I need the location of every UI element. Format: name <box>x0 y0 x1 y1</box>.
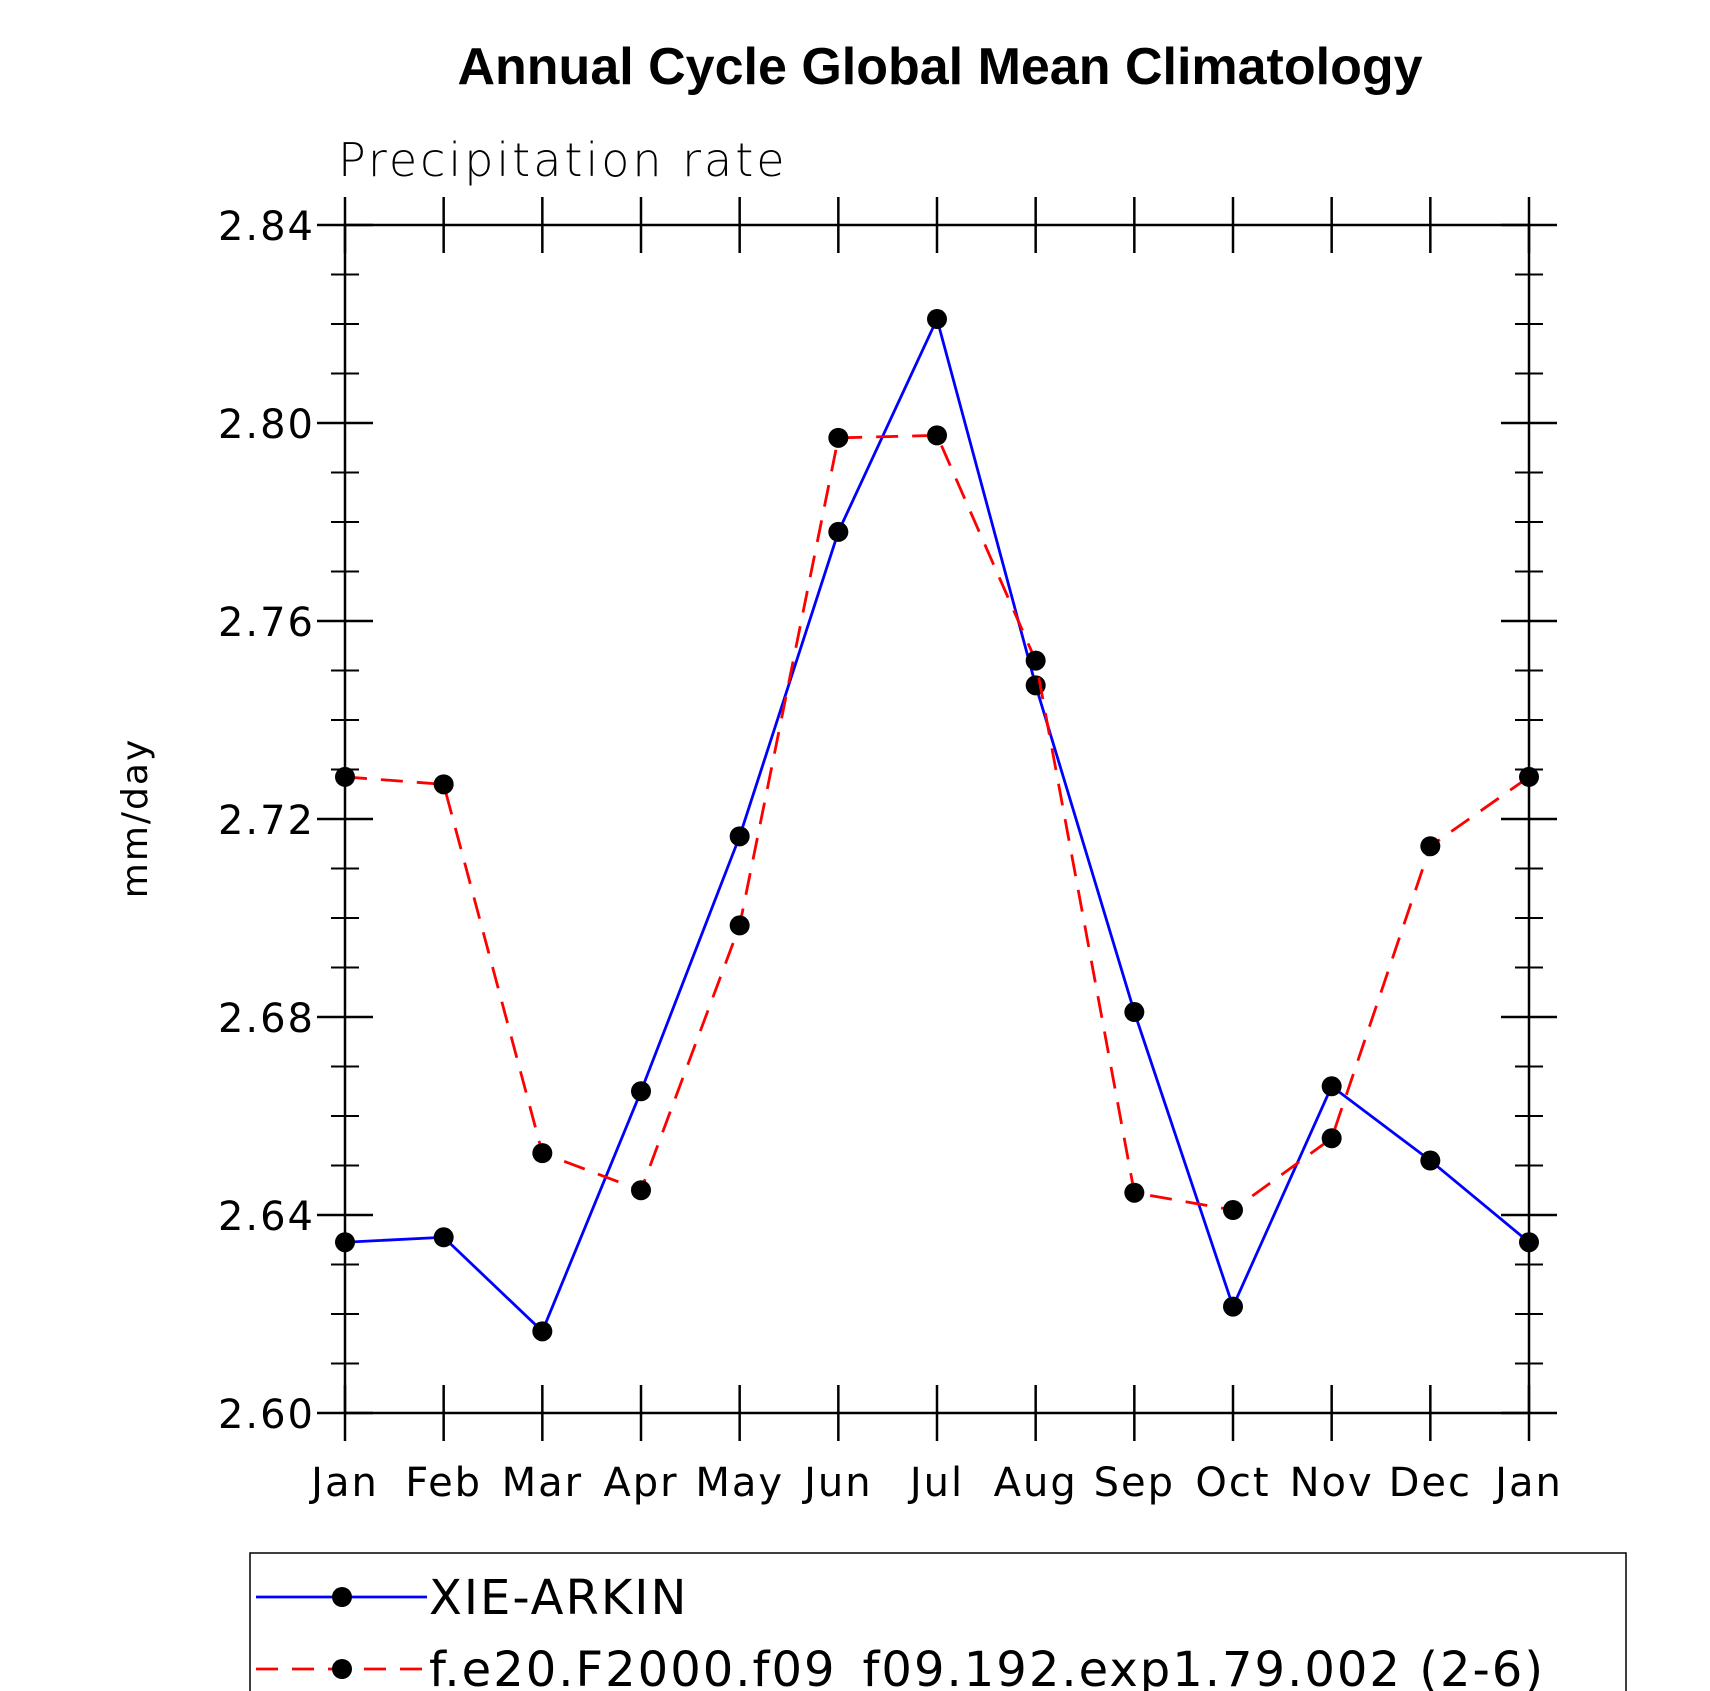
data-point <box>1321 1128 1342 1149</box>
y-tick-labels: 2.60 2.64 2.68 2.72 2.76 2.80 2.84 <box>218 204 315 1438</box>
series-line <box>344 314 1530 1334</box>
series-1 <box>335 425 1539 1221</box>
chart-subtitle: Precipitation rate <box>338 133 788 187</box>
x-tick-label: Nov <box>1290 1460 1374 1506</box>
y-tick-label: 2.60 <box>218 1392 315 1438</box>
data-point <box>1124 1182 1145 1203</box>
legend-label: XIE-ARKIN <box>429 1570 688 1626</box>
y-tick-label: 2.84 <box>218 204 315 250</box>
x-tick-label: Feb <box>405 1460 482 1506</box>
data-point <box>1223 1200 1243 1221</box>
data-point <box>433 774 454 795</box>
data-point <box>729 915 750 936</box>
legend-entry: XIE-ARKIN <box>256 1570 688 1626</box>
legend-label: f.e20.F2000.f09_f09.192.exp1.79.002 (2-6… <box>429 1642 1545 1691</box>
data-point <box>1321 1076 1342 1097</box>
chart-title: Annual Cycle Global Mean Climatology <box>457 38 1422 96</box>
legend: XIE-ARKIN f.e20.F2000.f09_f09.192.exp1.79… <box>249 1552 1627 1691</box>
x-tick-label: Aug <box>994 1460 1078 1506</box>
x-tick-labels: Jan Feb Mar Apr May Jun Jul Aug Sep Oct Nov Dec Jan <box>308 1460 1563 1506</box>
data-point <box>1223 1296 1243 1317</box>
series-line <box>344 433 1530 1212</box>
data-point <box>729 826 750 847</box>
data-point <box>1124 1002 1145 1023</box>
y-tick-label: 2.64 <box>218 1194 315 1240</box>
y-axis-label: mm/day <box>115 738 156 898</box>
x-tick-label: Jan <box>308 1460 379 1506</box>
series-layer <box>335 309 1539 1342</box>
data-point <box>532 1143 553 1164</box>
x-tick-label: Oct <box>1195 1460 1270 1506</box>
axis-ticks <box>317 197 1557 1441</box>
x-tick-label: Jan <box>1492 1460 1563 1506</box>
y-tick-label: 2.80 <box>218 402 315 448</box>
data-point <box>631 1081 651 1102</box>
data-point <box>532 1321 553 1342</box>
legend-marker <box>332 1659 352 1679</box>
legend-entries: XIE-ARKIN f.e20.F2000.f09_f09.192.exp1.79… <box>256 1570 1545 1691</box>
legend-entry: f.e20.F2000.f09_f09.192.exp1.79.002 (2-6… <box>256 1642 1545 1691</box>
data-point <box>433 1227 454 1248</box>
series-0 <box>335 309 1539 1342</box>
y-tick-label: 2.68 <box>218 996 315 1042</box>
x-tick-label: Jul <box>907 1460 964 1506</box>
y-tick-label: 2.76 <box>218 600 315 646</box>
data-point <box>828 521 849 542</box>
data-point <box>927 425 947 446</box>
x-tick-label: Apr <box>603 1460 678 1506</box>
legend-box <box>249 1552 1627 1691</box>
data-point <box>1420 1150 1441 1171</box>
y-tick-label: 2.72 <box>218 798 315 844</box>
data-point <box>1025 650 1046 671</box>
data-point <box>1420 836 1441 857</box>
x-tick-label: Dec <box>1389 1460 1472 1506</box>
x-tick-label: Jun <box>801 1460 873 1506</box>
data-point <box>631 1180 651 1201</box>
legend-marker <box>332 1587 352 1607</box>
x-tick-label: May <box>695 1460 784 1506</box>
plot-frame <box>343 223 1531 1415</box>
x-tick-label: Mar <box>502 1460 583 1506</box>
data-point <box>828 427 849 448</box>
x-tick-label: Sep <box>1094 1460 1175 1506</box>
data-point <box>927 309 947 330</box>
